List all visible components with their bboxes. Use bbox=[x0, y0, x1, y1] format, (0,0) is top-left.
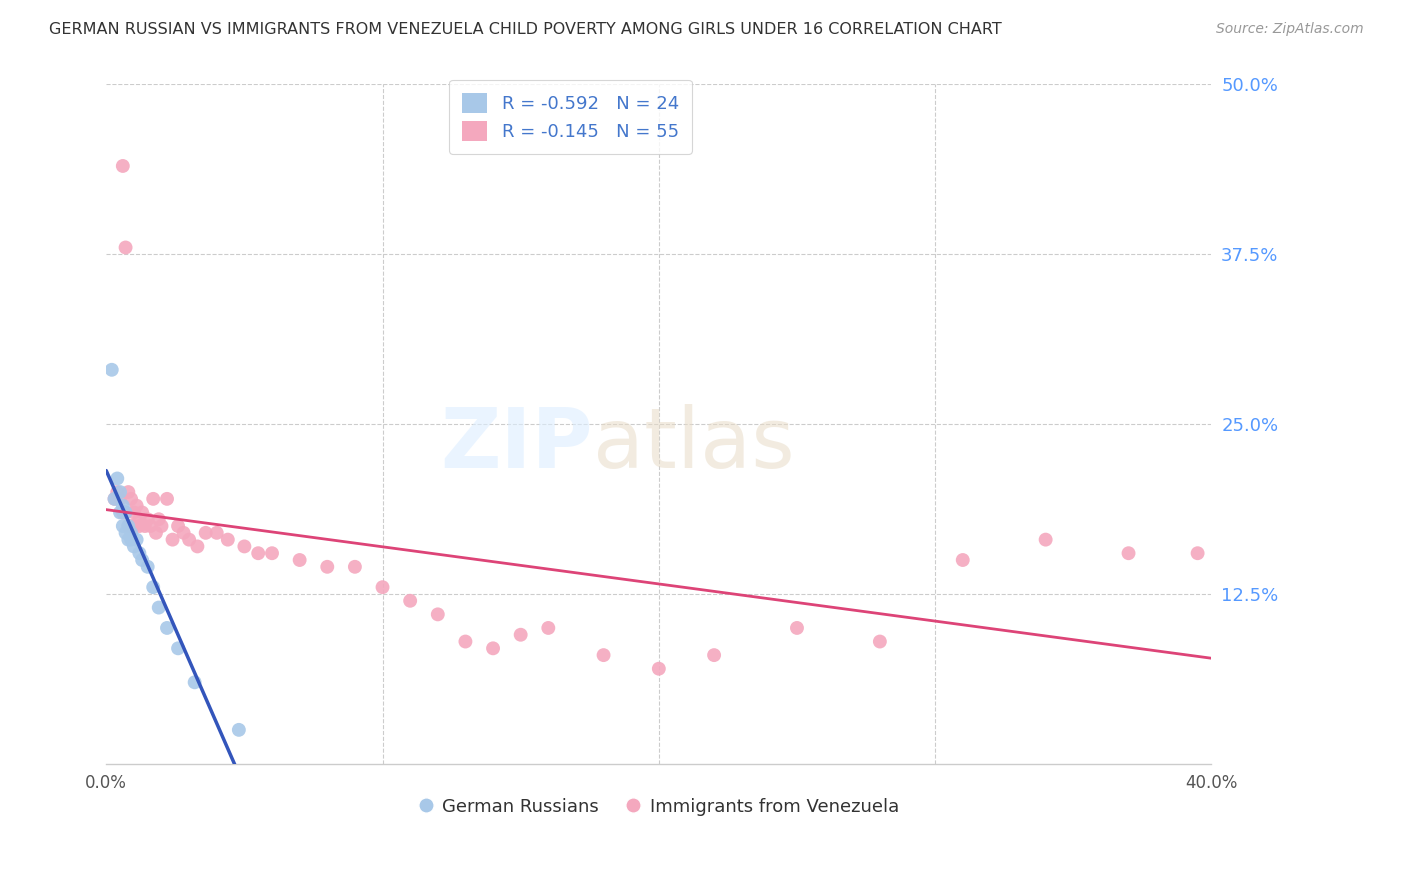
Point bbox=[869, 634, 891, 648]
Point bbox=[111, 505, 134, 519]
Text: atlas: atlas bbox=[592, 404, 794, 485]
Point bbox=[316, 559, 339, 574]
Point bbox=[131, 505, 153, 519]
Point bbox=[703, 648, 725, 662]
Point bbox=[1118, 546, 1140, 560]
Point bbox=[142, 580, 165, 594]
Point bbox=[1187, 546, 1209, 560]
Point bbox=[247, 546, 270, 560]
Point bbox=[167, 641, 190, 656]
Point bbox=[162, 533, 184, 547]
Point bbox=[173, 525, 195, 540]
Point bbox=[148, 600, 170, 615]
Point bbox=[150, 519, 173, 533]
Point bbox=[343, 559, 366, 574]
Point bbox=[537, 621, 560, 635]
Point bbox=[167, 519, 190, 533]
Point bbox=[183, 675, 205, 690]
Point bbox=[426, 607, 449, 622]
Point bbox=[131, 553, 153, 567]
Point bbox=[482, 641, 505, 656]
Point bbox=[156, 491, 179, 506]
Point bbox=[217, 533, 239, 547]
Point bbox=[371, 580, 394, 594]
Text: ZIP: ZIP bbox=[440, 404, 592, 485]
Point bbox=[111, 159, 134, 173]
Point bbox=[136, 559, 159, 574]
Point bbox=[592, 648, 614, 662]
Point bbox=[114, 240, 136, 254]
Point bbox=[100, 363, 122, 377]
Point bbox=[114, 525, 136, 540]
Point bbox=[117, 485, 139, 500]
Point bbox=[108, 485, 131, 500]
Point bbox=[105, 485, 128, 500]
Point bbox=[108, 505, 131, 519]
Point bbox=[120, 491, 142, 506]
Point bbox=[128, 546, 150, 560]
Point bbox=[120, 525, 142, 540]
Point bbox=[156, 621, 179, 635]
Point bbox=[139, 519, 162, 533]
Point bbox=[120, 533, 142, 547]
Point bbox=[1035, 533, 1057, 547]
Point bbox=[103, 491, 125, 506]
Point bbox=[179, 533, 201, 547]
Point bbox=[145, 525, 167, 540]
Point bbox=[134, 519, 156, 533]
Point bbox=[509, 628, 531, 642]
Text: GERMAN RUSSIAN VS IMMIGRANTS FROM VENEZUELA CHILD POVERTY AMONG GIRLS UNDER 16 C: GERMAN RUSSIAN VS IMMIGRANTS FROM VENEZU… bbox=[49, 22, 1002, 37]
Point bbox=[117, 519, 139, 533]
Point bbox=[111, 519, 134, 533]
Point bbox=[454, 634, 477, 648]
Point bbox=[114, 505, 136, 519]
Point bbox=[228, 723, 250, 737]
Point bbox=[108, 491, 131, 506]
Point bbox=[125, 533, 148, 547]
Point bbox=[122, 540, 145, 554]
Point bbox=[117, 533, 139, 547]
Text: Source: ZipAtlas.com: Source: ZipAtlas.com bbox=[1216, 22, 1364, 37]
Legend: German Russians, Immigrants from Venezuela: German Russians, Immigrants from Venezue… bbox=[412, 790, 905, 822]
Point bbox=[648, 662, 671, 676]
Point bbox=[260, 546, 283, 560]
Point bbox=[114, 505, 136, 519]
Point bbox=[952, 553, 974, 567]
Point bbox=[205, 525, 228, 540]
Point bbox=[233, 540, 256, 554]
Point bbox=[136, 512, 159, 526]
Point bbox=[125, 499, 148, 513]
Point bbox=[111, 499, 134, 513]
Point bbox=[120, 519, 142, 533]
Point bbox=[105, 471, 128, 485]
Point bbox=[288, 553, 311, 567]
Point bbox=[128, 512, 150, 526]
Point bbox=[194, 525, 217, 540]
Point bbox=[122, 519, 145, 533]
Point bbox=[128, 519, 150, 533]
Point bbox=[117, 519, 139, 533]
Point bbox=[186, 540, 208, 554]
Point bbox=[142, 491, 165, 506]
Point bbox=[148, 512, 170, 526]
Point bbox=[786, 621, 808, 635]
Point bbox=[122, 505, 145, 519]
Point bbox=[103, 491, 125, 506]
Point bbox=[399, 594, 422, 608]
